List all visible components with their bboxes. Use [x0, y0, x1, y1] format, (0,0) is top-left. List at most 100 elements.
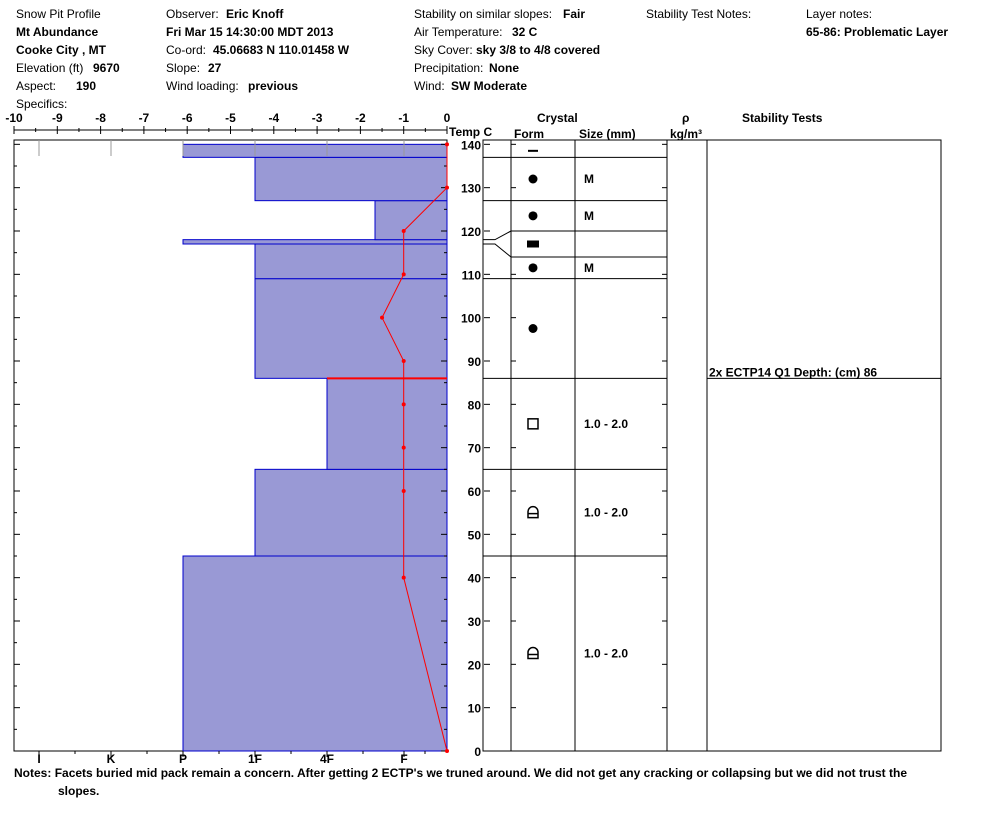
temp-axis-tick-label: -1 [398, 111, 409, 125]
datetime: Fri Mar 15 14:30:00 MDT 2013 [166, 25, 334, 39]
height-axis-tick-label: 60 [468, 485, 482, 499]
hardness-layer [182, 143, 448, 158]
height-axis-tick-label: 70 [468, 442, 482, 456]
layer-connector [483, 230, 512, 241]
hardness-layer [254, 243, 448, 280]
crystal-form-mark [528, 324, 538, 333]
observer-label: Observer: [166, 7, 219, 21]
temp-axis-tick-label: -4 [268, 111, 279, 125]
header-title: Snow Pit Profile [16, 7, 101, 21]
crystal-size-label: M [584, 172, 594, 186]
layer-notes-label: Layer notes: [806, 7, 873, 21]
air-temp-label: Air Temperature: [414, 25, 503, 39]
temp-axis-tick-label: -7 [139, 111, 150, 125]
stability-test-notes-label: Stability Test Notes: [646, 7, 752, 21]
temperature-point [401, 445, 406, 450]
hardness-layer [326, 377, 448, 470]
temp-column-header: Temp C [449, 125, 493, 139]
notes-label: Notes: [14, 766, 52, 780]
observer-value: Eric Knoff [226, 7, 284, 21]
temperature-point [401, 272, 406, 277]
wind-value: SW Moderate [451, 79, 528, 93]
layer-connector [483, 243, 512, 258]
specifics-label: Specifics: [16, 97, 68, 111]
temperature-point [401, 402, 406, 407]
location-name: Mt Abundance [16, 25, 99, 39]
crystal-form-mark [527, 418, 539, 430]
density-symbol: ρ [682, 111, 690, 125]
wind-loading-label: Wind loading: [166, 79, 239, 93]
temperature-point [401, 359, 406, 363]
height-axis-tick-label: 50 [468, 528, 482, 542]
height-axis-tick-label: 120 [461, 225, 481, 239]
height-axis-tick-label: 140 [461, 138, 481, 152]
wind-loading-value: previous [248, 79, 299, 93]
temp-axis-tick-label: -8 [95, 111, 106, 125]
notes-text: Facets buried mid pack remain a concern.… [54, 766, 908, 780]
layer-note: 65-86: Problematic Layer [806, 25, 949, 39]
form-column-header: Form [514, 127, 544, 141]
stability-test-label: 2x ECTP14 Q1 Depth: (cm) 86 [709, 365, 877, 379]
crystal-size-label: 1.0 - 2.0 [584, 417, 628, 431]
hardness-axis-tick-label: 1F [248, 752, 262, 766]
crystal-size-label: M [584, 209, 594, 223]
location-area: Cooke City , MT [16, 43, 107, 57]
temperature-point [401, 229, 406, 233]
temperature-point [445, 749, 449, 753]
size-column-header: Size (mm) [579, 127, 636, 141]
height-axis-tick-label: 20 [468, 658, 482, 672]
elevation-value: 9670 [93, 61, 120, 75]
coord-value: 45.06683 N 110.01458 W [213, 43, 350, 57]
aspect-value: 190 [76, 79, 97, 93]
crystal-column-header: Crystal [537, 111, 578, 125]
aspect-label: Aspect: [16, 79, 57, 93]
hardness-layer [254, 278, 448, 379]
temp-axis-tick-label: -2 [355, 111, 366, 125]
temp-axis-tick-label: -3 [312, 111, 323, 125]
stability-tests-header: Stability Tests [742, 111, 823, 125]
crystal-size-label: M [584, 261, 594, 275]
precip-label: Precipitation: [414, 61, 484, 75]
crystal-form-mark [527, 240, 539, 248]
height-axis-tick-label: 90 [468, 355, 482, 369]
precip-value: None [489, 61, 519, 75]
notes-text-continued: slopes. [58, 784, 100, 798]
hardness-layer [254, 156, 448, 202]
slope-value: 27 [208, 61, 222, 75]
slope-label: Slope: [166, 61, 201, 75]
height-axis-tick-label: 40 [468, 572, 482, 586]
hardness-layer [374, 200, 448, 241]
crystal-size-label: 1.0 - 2.0 [584, 647, 628, 661]
crystal-form-mark [527, 505, 539, 519]
hardness-axis-tick-label: 4F [320, 752, 334, 766]
hardness-layer [182, 239, 448, 245]
temp-axis-tick-label: -6 [182, 111, 193, 125]
temperature-point [445, 185, 449, 190]
sky-value: sky 3/8 to 4/8 covered [476, 43, 601, 57]
height-axis-tick-label: 110 [462, 268, 482, 282]
density-unit: kg/m³ [670, 127, 703, 141]
sky-label: Sky Cover: [414, 43, 473, 57]
height-axis-tick-label: 10 [468, 702, 482, 716]
temp-axis-tick-label: -10 [5, 111, 23, 125]
coord-label: Co-ord: [166, 43, 207, 57]
height-axis-tick-label: 0 [474, 745, 481, 759]
crystal-table-frame [482, 139, 942, 752]
notes: Notes: Facets buried mid pack remain a c… [14, 764, 914, 800]
crystal-form-mark [528, 211, 538, 221]
hardness-axis-tick-label: P [179, 752, 187, 766]
hardness-axis-tick-label: I [37, 752, 40, 766]
hardness-axis-tick-label: K [107, 752, 116, 766]
crystal-form-mark [528, 263, 538, 273]
crystal-form-mark [528, 174, 538, 184]
air-temp-value: 32 C [512, 25, 538, 39]
temperature-point [380, 315, 385, 320]
height-axis-tick-label: 100 [461, 312, 481, 326]
hardness-axis-tick-label: F [400, 752, 407, 766]
height-axis-tick-label: 80 [468, 398, 482, 412]
height-axis-tick-label: 130 [461, 182, 481, 196]
temp-axis-tick-label: -5 [225, 111, 236, 125]
hardness-layer [254, 468, 448, 557]
temp-axis-tick-label: -9 [52, 111, 63, 125]
